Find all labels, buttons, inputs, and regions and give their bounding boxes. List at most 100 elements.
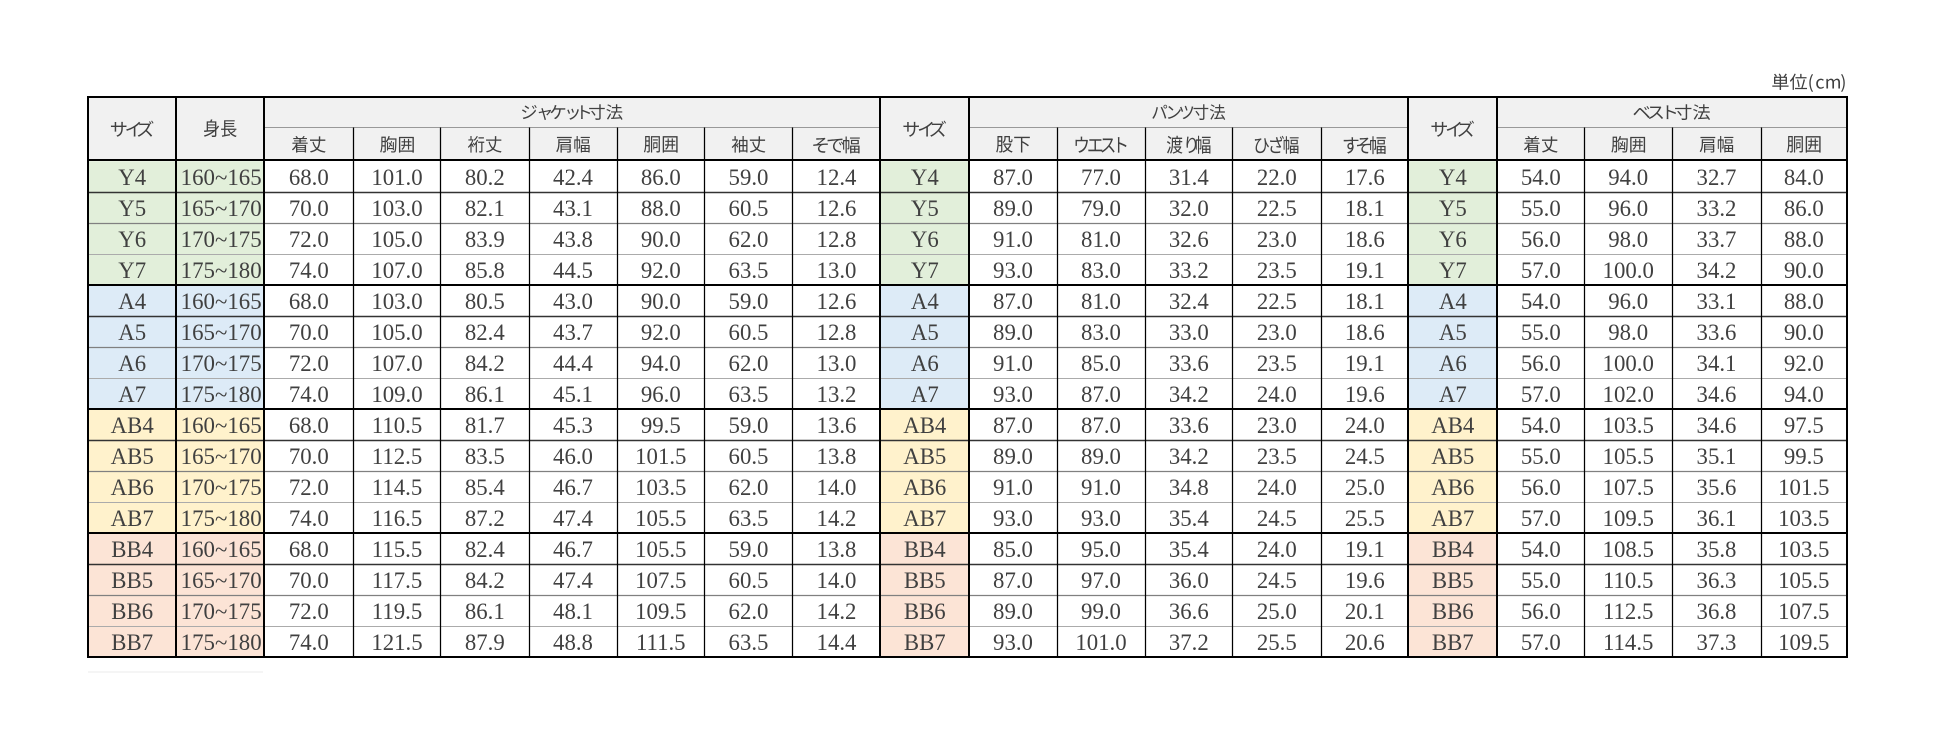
svg-text:83.9: 83.9 <box>465 227 505 252</box>
svg-text:100.0: 100.0 <box>1603 258 1654 283</box>
svg-text:98.0: 98.0 <box>1608 227 1648 252</box>
svg-text:74.0: 74.0 <box>289 258 329 283</box>
svg-text:88.0: 88.0 <box>1784 227 1824 252</box>
svg-text:90.0: 90.0 <box>1784 320 1824 345</box>
svg-text:63.5: 63.5 <box>729 506 769 531</box>
svg-text:34.1: 34.1 <box>1697 351 1737 376</box>
svg-text:116.5: 116.5 <box>372 506 422 531</box>
svg-text:A4: A4 <box>911 289 939 314</box>
svg-text:A6: A6 <box>1439 351 1467 376</box>
svg-text:Y7: Y7 <box>911 258 939 283</box>
svg-text:68.0: 68.0 <box>289 289 329 314</box>
svg-text:175~180: 175~180 <box>181 258 262 283</box>
svg-text:103.5: 103.5 <box>1603 413 1654 438</box>
svg-text:36.8: 36.8 <box>1697 599 1737 624</box>
svg-text:55.0: 55.0 <box>1521 444 1561 469</box>
svg-text:100.0: 100.0 <box>1603 351 1654 376</box>
svg-text:18.1: 18.1 <box>1345 196 1385 221</box>
svg-text:Y4: Y4 <box>118 165 146 190</box>
svg-text:107.5: 107.5 <box>1603 475 1654 500</box>
svg-text:12.4: 12.4 <box>817 165 857 190</box>
svg-text:12.6: 12.6 <box>817 289 857 314</box>
svg-text:93.0: 93.0 <box>993 630 1033 655</box>
svg-text:A4: A4 <box>1439 289 1467 314</box>
svg-text:12.6: 12.6 <box>817 196 857 221</box>
svg-text:107.0: 107.0 <box>371 351 422 376</box>
svg-text:101.0: 101.0 <box>1075 630 1126 655</box>
svg-text:22.5: 22.5 <box>1257 196 1297 221</box>
svg-text:87.0: 87.0 <box>993 568 1033 593</box>
svg-text:85.4: 85.4 <box>465 475 505 500</box>
svg-text:18.1: 18.1 <box>1345 289 1385 314</box>
svg-text:33.7: 33.7 <box>1697 227 1737 252</box>
svg-text:34.6: 34.6 <box>1697 413 1737 438</box>
svg-text:32.6: 32.6 <box>1169 227 1209 252</box>
svg-text:14.0: 14.0 <box>817 568 857 593</box>
svg-text:103.0: 103.0 <box>371 196 422 221</box>
svg-text:24.0: 24.0 <box>1257 537 1297 562</box>
svg-text:62.0: 62.0 <box>729 227 769 252</box>
svg-text:AB5: AB5 <box>1431 444 1474 469</box>
svg-text:20.1: 20.1 <box>1345 599 1385 624</box>
svg-text:Y6: Y6 <box>118 227 146 252</box>
svg-text:60.5: 60.5 <box>729 320 769 345</box>
svg-text:56.0: 56.0 <box>1521 599 1561 624</box>
svg-text:31.4: 31.4 <box>1169 165 1209 190</box>
svg-text:121.5: 121.5 <box>371 630 422 655</box>
svg-text:AB4: AB4 <box>903 413 947 438</box>
svg-text:35.4: 35.4 <box>1169 537 1209 562</box>
svg-text:81.7: 81.7 <box>465 413 505 438</box>
svg-text:70.0: 70.0 <box>289 320 329 345</box>
svg-text:A6: A6 <box>118 351 146 376</box>
svg-text:BB4: BB4 <box>111 537 153 562</box>
svg-text:99.5: 99.5 <box>1784 444 1824 469</box>
svg-text:32.7: 32.7 <box>1697 165 1737 190</box>
svg-text:114.5: 114.5 <box>1603 630 1653 655</box>
svg-text:25.5: 25.5 <box>1257 630 1297 655</box>
svg-text:AB5: AB5 <box>111 444 154 469</box>
svg-text:13.6: 13.6 <box>817 413 857 438</box>
svg-text:AB6: AB6 <box>111 475 154 500</box>
svg-text:24.5: 24.5 <box>1257 506 1297 531</box>
svg-text:63.5: 63.5 <box>729 258 769 283</box>
svg-text:25.0: 25.0 <box>1345 475 1385 500</box>
svg-text:105.5: 105.5 <box>635 537 686 562</box>
svg-text:36.3: 36.3 <box>1697 568 1737 593</box>
svg-text:170~175: 170~175 <box>181 599 262 624</box>
svg-text:85.8: 85.8 <box>465 258 505 283</box>
svg-text:13.0: 13.0 <box>817 351 857 376</box>
svg-text:BB7: BB7 <box>1432 630 1474 655</box>
svg-text:105.0: 105.0 <box>371 227 422 252</box>
svg-text:109.5: 109.5 <box>1778 630 1829 655</box>
svg-text:62.0: 62.0 <box>729 475 769 500</box>
svg-text:33.6: 33.6 <box>1169 351 1209 376</box>
svg-text:84.0: 84.0 <box>1784 165 1824 190</box>
svg-text:112.5: 112.5 <box>1603 599 1653 624</box>
svg-text:47.4: 47.4 <box>553 568 593 593</box>
svg-text:117.5: 117.5 <box>372 568 422 593</box>
svg-text:87.0: 87.0 <box>993 165 1033 190</box>
svg-text:103.5: 103.5 <box>1778 537 1829 562</box>
svg-text:59.0: 59.0 <box>729 289 769 314</box>
svg-text:33.0: 33.0 <box>1169 320 1209 345</box>
svg-text:19.1: 19.1 <box>1345 258 1385 283</box>
svg-text:59.0: 59.0 <box>729 413 769 438</box>
svg-text:90.0: 90.0 <box>641 289 681 314</box>
svg-text:170~175: 170~175 <box>181 351 262 376</box>
svg-text:94.0: 94.0 <box>1784 382 1824 407</box>
svg-text:83.0: 83.0 <box>1081 258 1121 283</box>
svg-text:86.0: 86.0 <box>641 165 681 190</box>
svg-text:34.8: 34.8 <box>1169 475 1209 500</box>
svg-text:101.5: 101.5 <box>1778 475 1829 500</box>
svg-text:Y4: Y4 <box>911 165 939 190</box>
svg-text:91.0: 91.0 <box>993 227 1033 252</box>
svg-text:12.8: 12.8 <box>817 227 857 252</box>
svg-text:54.0: 54.0 <box>1521 165 1561 190</box>
svg-text:90.0: 90.0 <box>641 227 681 252</box>
svg-text:46.0: 46.0 <box>553 444 593 469</box>
svg-text:14.2: 14.2 <box>817 599 857 624</box>
svg-text:Y6: Y6 <box>911 227 939 252</box>
svg-text:102.0: 102.0 <box>1603 382 1654 407</box>
svg-text:108.5: 108.5 <box>1603 537 1654 562</box>
svg-text:BB6: BB6 <box>1432 599 1474 624</box>
